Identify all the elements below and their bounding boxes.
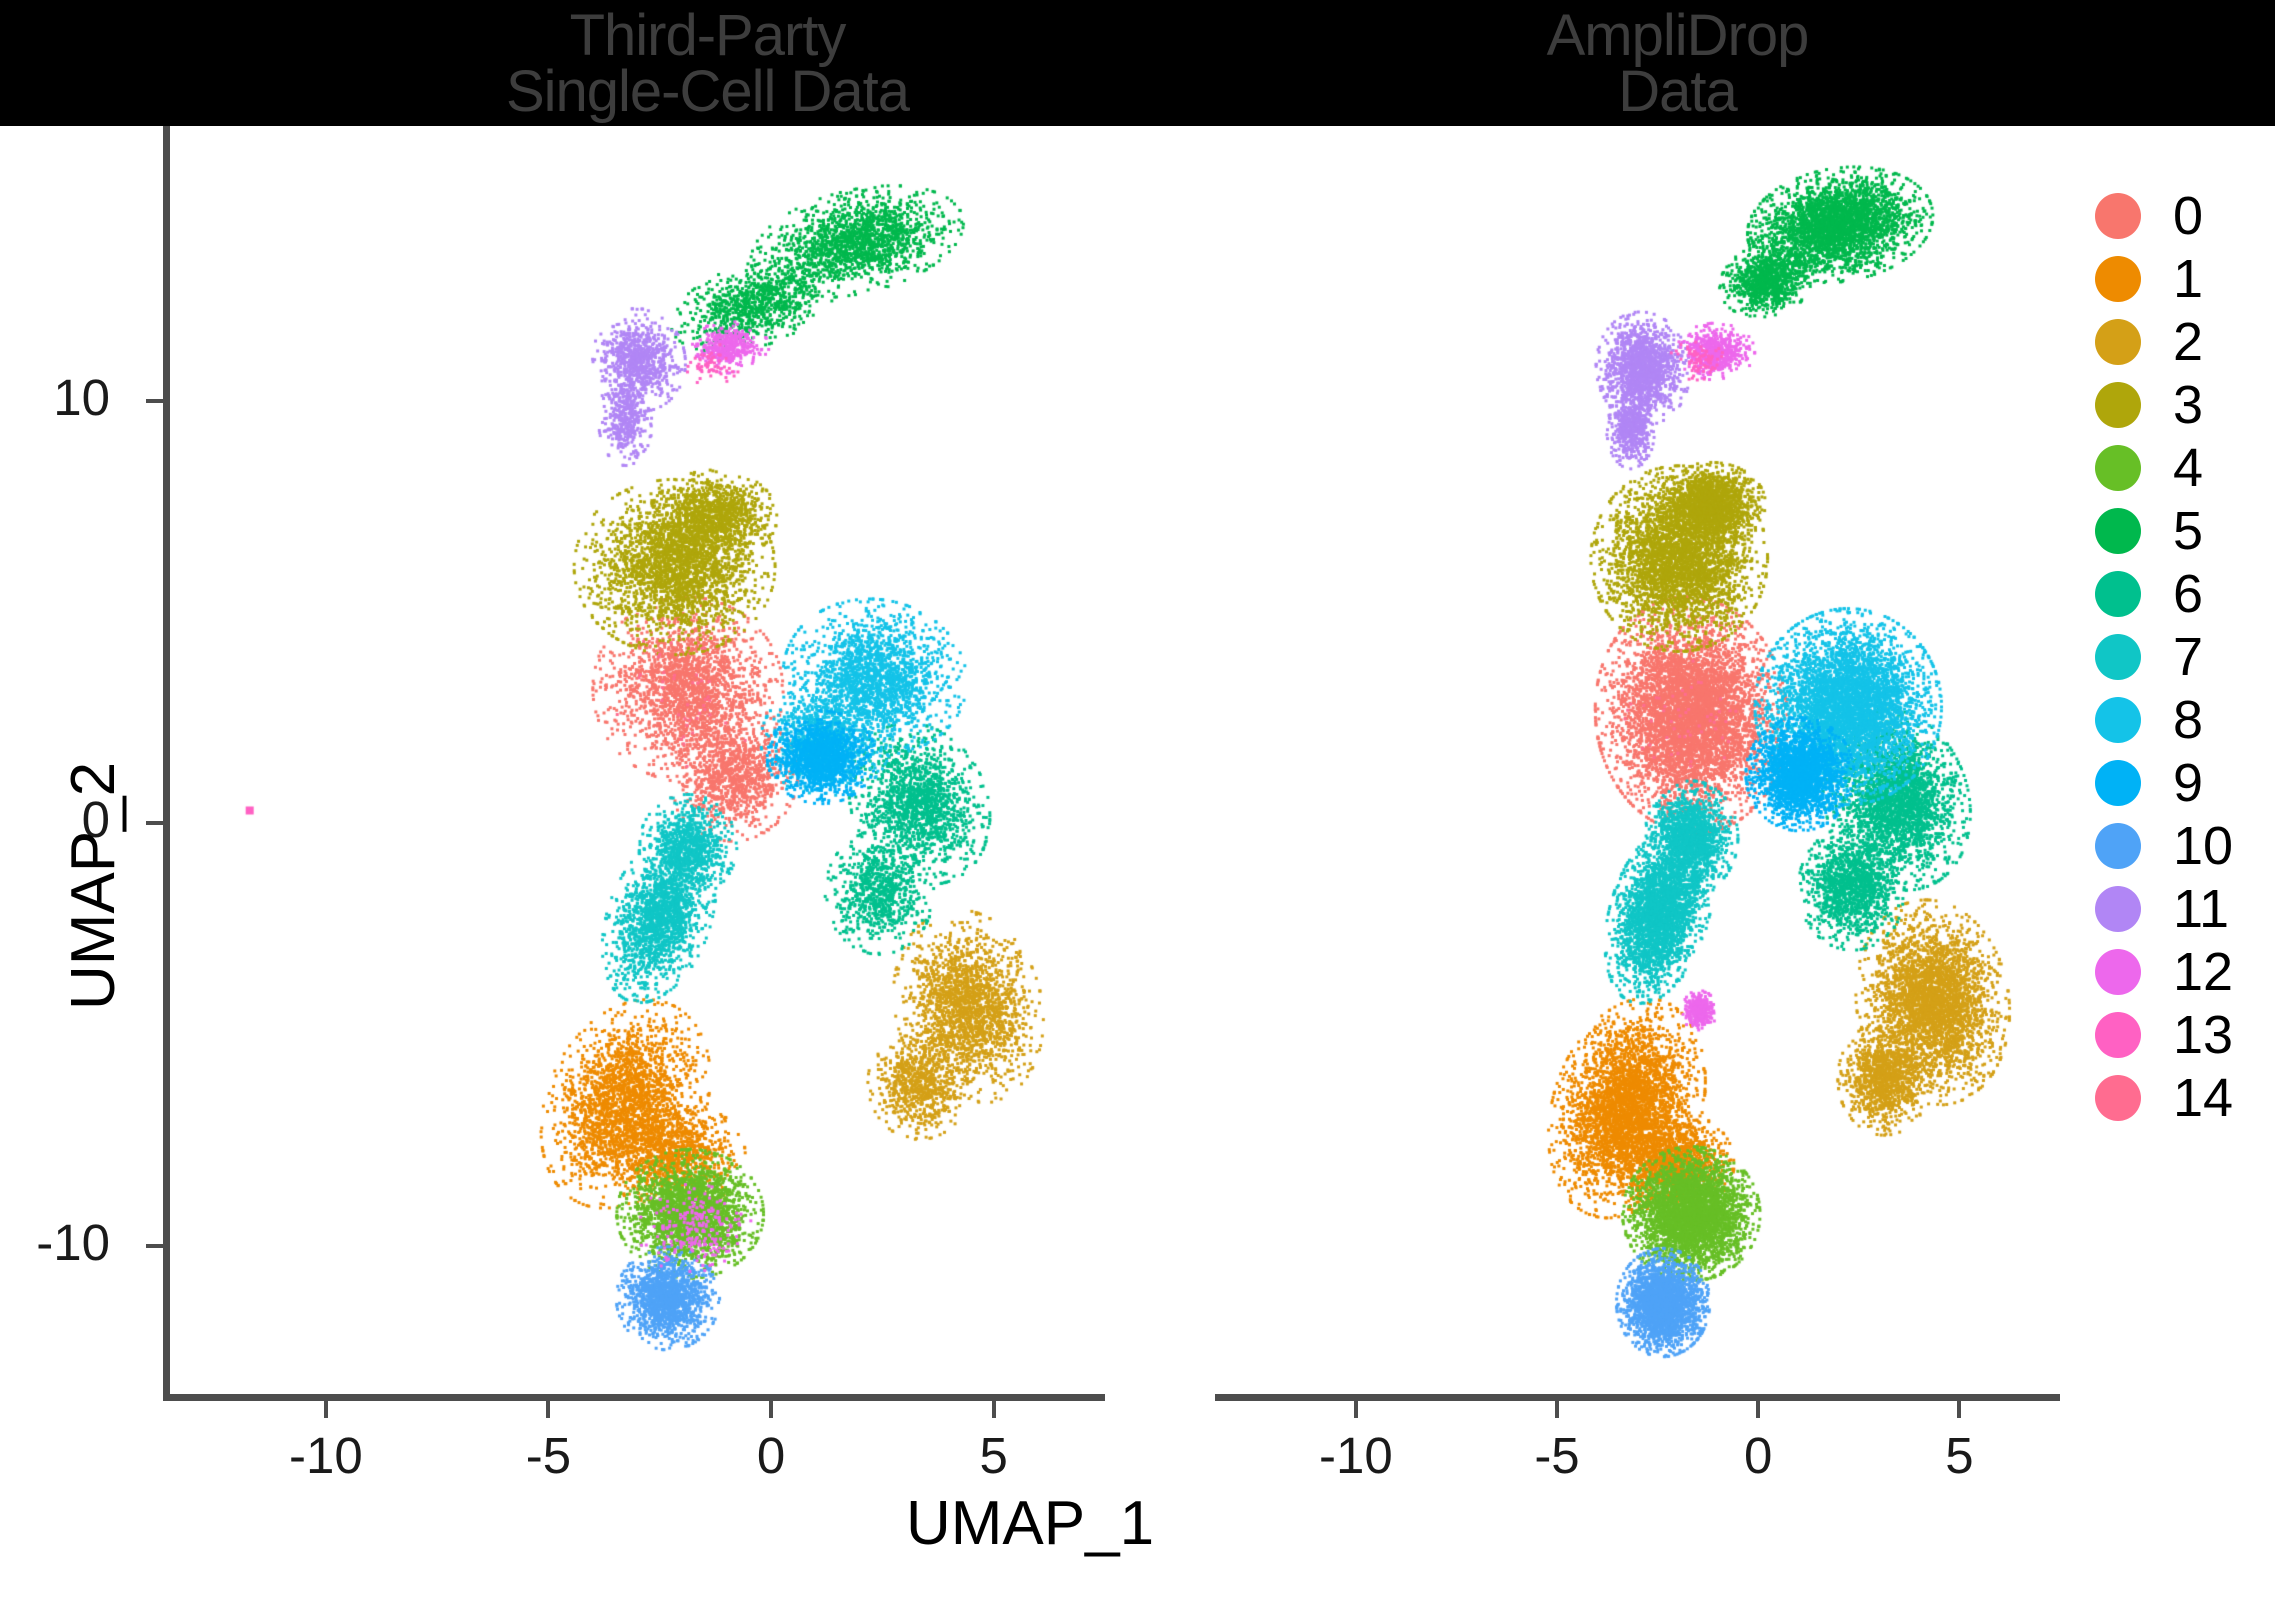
x-tick-right-0 (1353, 1401, 1358, 1418)
x-tick-left-0 (323, 1401, 328, 1418)
x-tick-right-3 (1957, 1401, 1962, 1418)
legend-item-11[interactable]: 11 (2095, 877, 2270, 940)
y-tick-label-2: -10 (36, 1214, 110, 1272)
legend-swatch-10 (2095, 822, 2141, 869)
legend-label-13: 13 (2173, 1004, 2234, 1065)
legend-label-6: 6 (2173, 563, 2204, 624)
x-tick-label-right-0: -10 (1318, 1427, 1393, 1484)
y-tick-1 (146, 821, 163, 826)
y-tick-label-0: 10 (53, 368, 110, 426)
legend-item-10[interactable]: 10 (2095, 814, 2270, 877)
legend-label-7: 7 (2173, 626, 2204, 687)
x-tick-label-left-1: -5 (525, 1427, 572, 1484)
legend-swatch-5 (2095, 507, 2141, 554)
legend-label-14: 14 (2173, 1067, 2234, 1128)
legend-item-5[interactable]: 5 (2095, 499, 2270, 562)
legend-swatch-7 (2095, 633, 2141, 680)
legend-label-11: 11 (2173, 878, 2230, 939)
x-tick-label-left-2: 0 (756, 1427, 786, 1484)
legend-label-1: 1 (2173, 248, 2204, 309)
legend-swatch-4 (2095, 444, 2141, 491)
legend-swatch-2 (2095, 318, 2141, 365)
legend-item-13[interactable]: 13 (2095, 1003, 2270, 1066)
legend-label-12: 12 (2173, 941, 2234, 1002)
legend-label-5: 5 (2173, 500, 2204, 561)
cluster-legend: 0 1 2 3 4 5 6 7 8 9 10 11 12 13 14 (2095, 184, 2270, 1129)
legend-item-12[interactable]: 12 (2095, 940, 2270, 1003)
x-tick-label-left-3: 5 (979, 1427, 1008, 1484)
legend-label-8: 8 (2173, 689, 2204, 750)
legend-item-3[interactable]: 3 (2095, 373, 2270, 436)
legend-label-4: 4 (2173, 437, 2204, 498)
x-tick-label-right-1: -5 (1534, 1427, 1580, 1484)
legend-swatch-12 (2095, 948, 2141, 995)
legend-item-0[interactable]: 0 (2095, 184, 2270, 247)
legend-swatch-9 (2095, 759, 2141, 806)
legend-item-7[interactable]: 7 (2095, 625, 2270, 688)
legend-label-10: 10 (2173, 815, 2234, 876)
x-tick-left-2 (769, 1401, 774, 1418)
legend-swatch-1 (2095, 255, 2141, 302)
x-tick-label-right-2: 0 (1744, 1427, 1773, 1484)
legend-swatch-11 (2095, 885, 2141, 932)
facet-title-right: AmpliDrop Data (1255, 3, 2100, 124)
y-axis-line (163, 126, 170, 1401)
x-tick-left-3 (991, 1401, 996, 1418)
legend-swatch-3 (2095, 381, 2141, 428)
legend-item-4[interactable]: 4 (2095, 436, 2270, 499)
x-tick-label-left-0: -10 (288, 1427, 363, 1484)
legend-item-6[interactable]: 6 (2095, 562, 2270, 625)
legend-item-2[interactable]: 2 (2095, 310, 2270, 373)
scatter-panel-right (1215, 126, 2060, 1394)
legend-label-9: 9 (2173, 752, 2204, 813)
y-tick-label-1: 0 (81, 791, 110, 849)
y-tick-0 (146, 398, 163, 403)
scatter-canvas-right (1215, 126, 2060, 1394)
y-axis-title: UMAP_2 (59, 761, 128, 1010)
x-axis-line-right (1215, 1394, 2060, 1401)
x-tick-right-2 (1756, 1401, 1761, 1418)
facet-strip: Third-Party Single-Cell Data AmpliDrop D… (0, 0, 2275, 126)
legend-swatch-8 (2095, 696, 2141, 743)
legend-item-8[interactable]: 8 (2095, 688, 2270, 751)
legend-swatch-14 (2095, 1074, 2141, 1121)
facet-title-right-line2: Data (1618, 59, 1738, 124)
y-tick-2 (146, 1244, 163, 1249)
facet-title-left-line1: Third-Party (569, 3, 847, 68)
scatter-canvas-left (170, 126, 1105, 1394)
legend-swatch-0 (2095, 192, 2141, 239)
legend-swatch-13 (2095, 1011, 2141, 1058)
x-tick-right-1 (1555, 1401, 1560, 1418)
scatter-panel-left (170, 126, 1105, 1394)
facet-title-left: Third-Party Single-Cell Data (170, 3, 1245, 124)
x-tick-left-1 (546, 1401, 551, 1418)
x-tick-label-right-3: 5 (1945, 1427, 1974, 1484)
legend-item-14[interactable]: 14 (2095, 1066, 2270, 1129)
legend-item-1[interactable]: 1 (2095, 247, 2270, 310)
x-axis-title: UMAP_1 (905, 1489, 1155, 1558)
legend-label-3: 3 (2173, 374, 2204, 435)
legend-label-2: 2 (2173, 311, 2204, 372)
legend-label-0: 0 (2173, 185, 2204, 246)
legend-swatch-6 (2095, 570, 2141, 617)
legend-item-9[interactable]: 9 (2095, 751, 2270, 814)
facet-title-left-line2: Single-Cell Data (505, 59, 910, 124)
x-axis-line-left (170, 1394, 1105, 1401)
facet-title-right-line1: AmpliDrop (1546, 3, 1810, 68)
